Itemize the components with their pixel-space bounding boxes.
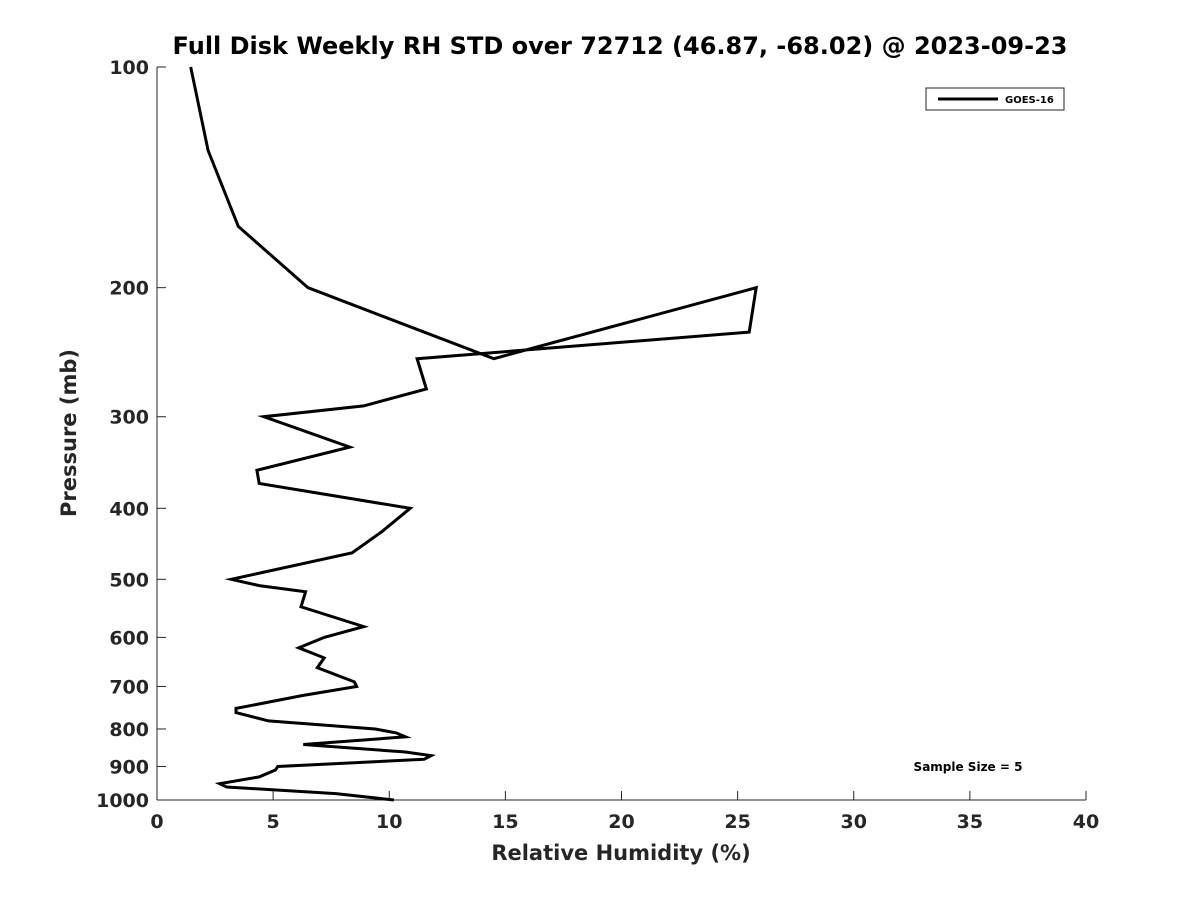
sample-size-annotation: Sample Size = 5 xyxy=(914,760,1023,774)
y-tick-label: 400 xyxy=(109,498,149,520)
x-tick-label: 40 xyxy=(1073,811,1099,833)
y-tick-label: 100 xyxy=(109,57,149,79)
y-axis-title: Pressure (mb) xyxy=(57,349,81,517)
y-tick-label: 800 xyxy=(109,719,149,741)
legend-label-goes-16: GOES-16 xyxy=(1005,95,1054,106)
y-tick-label: 300 xyxy=(109,407,149,429)
y-tick-label: 700 xyxy=(109,676,149,698)
x-tick-label: 15 xyxy=(492,811,518,833)
x-tick-label: 5 xyxy=(267,811,280,833)
y-ticks-group: 100 200 300 400 500 600 700 800 900 1000 xyxy=(96,57,166,812)
y-tick-label: 200 xyxy=(109,278,149,300)
y-tick-label: 1000 xyxy=(96,790,149,812)
x-tick-label: 20 xyxy=(608,811,634,833)
y-tick-label: 500 xyxy=(109,569,149,591)
y-tick-label: 900 xyxy=(109,756,149,778)
y-tick-label: 600 xyxy=(109,627,149,649)
series-line-goes-16 xyxy=(189,66,759,802)
x-tick-label: 0 xyxy=(150,811,163,833)
axes-group xyxy=(156,67,1086,801)
x-axis-title: Relative Humidity (%) xyxy=(491,841,750,865)
x-tick-label: 25 xyxy=(724,811,750,833)
x-tick-label: 30 xyxy=(841,811,867,833)
legend: GOES-16 xyxy=(925,87,1065,111)
chart-title: Full Disk Weekly RH STD over 72712 (46.8… xyxy=(173,32,1068,60)
x-tick-label: 35 xyxy=(957,811,983,833)
series-layer xyxy=(189,66,759,802)
x-tick-label: 10 xyxy=(376,811,402,833)
x-ticks-group: 0 5 10 15 20 25 30 35 40 xyxy=(150,791,1099,833)
